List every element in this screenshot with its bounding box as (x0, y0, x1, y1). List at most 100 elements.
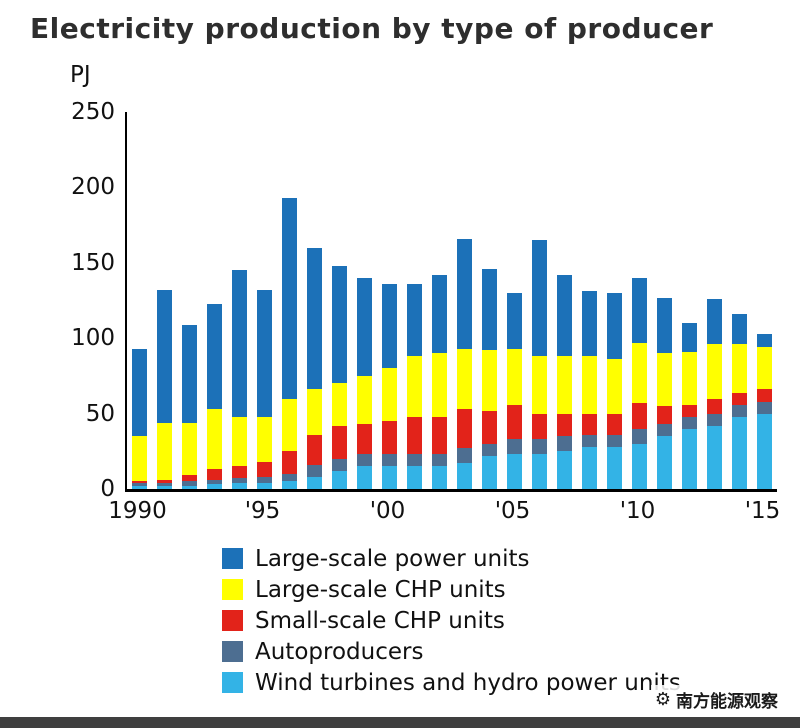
legend-item: Small-scale CHP units (222, 605, 681, 636)
bar-2005 (502, 112, 527, 489)
bar-1997 (302, 112, 327, 489)
bar-segment (582, 434, 597, 447)
bar-segment (432, 274, 447, 354)
bar-segment (157, 485, 172, 489)
legend-swatch (222, 641, 243, 662)
bar-2004 (477, 112, 502, 489)
bar-1991 (152, 112, 177, 489)
bar-segment (607, 434, 622, 447)
bar-segment (207, 303, 222, 410)
bar-2014 (727, 112, 752, 489)
bar-segment (457, 448, 472, 464)
bar-segment (282, 451, 297, 474)
bar-segment (582, 446, 597, 489)
bar-segment (207, 484, 222, 489)
bar-segment (482, 350, 497, 411)
bar-segment (232, 416, 247, 467)
bar-2003 (452, 112, 477, 489)
bar-segment (232, 466, 247, 479)
legend-label: Large-scale power units (255, 545, 530, 572)
bar-segment (157, 479, 172, 483)
bar-segment (182, 481, 197, 486)
bar-1999 (352, 112, 377, 489)
x-tick-label: '15 (744, 498, 781, 524)
bar-segment (582, 356, 597, 414)
bar-segment (757, 413, 772, 489)
bar-segment (657, 424, 672, 437)
bar-segment (732, 314, 747, 345)
bar-segment (432, 416, 447, 455)
bar-segment (757, 401, 772, 414)
bar-2002 (427, 112, 452, 489)
bar-segment (732, 404, 747, 417)
bar-segment (707, 398, 722, 414)
bar-segment (607, 446, 622, 489)
bar-segment (132, 485, 147, 489)
bar-segment (507, 292, 522, 349)
bar-2007 (552, 112, 577, 489)
bar-segment (557, 356, 572, 414)
x-tick-label: '00 (369, 498, 406, 524)
bar-segment (357, 466, 372, 489)
bar-segment (282, 197, 297, 399)
bar-segment (532, 240, 547, 357)
bar-segment (282, 481, 297, 489)
bar-2009 (602, 112, 627, 489)
bar-segment (507, 454, 522, 489)
bar-segment (307, 389, 322, 435)
bar-segment (382, 283, 397, 369)
bar-segment (407, 416, 422, 455)
chart-title: Electricity production by type of produc… (30, 12, 714, 45)
bar-segment (707, 425, 722, 489)
bar-segment (682, 351, 697, 405)
bar-segment (257, 461, 272, 477)
y-tick-label: 50 (85, 400, 115, 427)
y-axis-unit-label: PJ (70, 62, 91, 88)
bar-1996 (277, 112, 302, 489)
plot-area (125, 112, 777, 492)
bar-segment (507, 348, 522, 405)
bar-segment (407, 283, 422, 357)
bar-segment (682, 428, 697, 489)
watermark: ⚙ 南方能源观察 (650, 685, 782, 714)
bar-segment (707, 299, 722, 345)
bar-segment (657, 353, 672, 407)
bar-segment (282, 473, 297, 482)
y-tick-label: 250 (71, 99, 115, 125)
bar-segment (482, 443, 497, 456)
legend-label: Autoproducers (255, 638, 424, 665)
legend-label: Small-scale CHP units (255, 607, 505, 634)
bar-segment (457, 409, 472, 449)
bar-segment (632, 428, 647, 444)
bar-segment (332, 458, 347, 471)
bar-2010 (627, 112, 652, 489)
bar-segment (182, 324, 197, 423)
bar-segment (407, 356, 422, 417)
bar-segment (382, 421, 397, 455)
bar-segment (632, 342, 647, 404)
bar-segment (357, 277, 372, 376)
bar-segment (432, 466, 447, 489)
bar-segment (532, 413, 547, 440)
bar-segment (357, 454, 372, 467)
bar-segment (157, 422, 172, 480)
bar-segment (682, 323, 697, 352)
bar-segment (157, 289, 172, 423)
bar-segment (332, 425, 347, 459)
legend-swatch (222, 579, 243, 600)
bar-segment (382, 454, 397, 467)
x-tick-label: '05 (494, 498, 531, 524)
bar-2008 (577, 112, 602, 489)
bar-segment (257, 289, 272, 417)
x-tick-label: '10 (619, 498, 656, 524)
bar-segment (257, 476, 272, 483)
bar-segment (607, 292, 622, 360)
legend-label: Large-scale CHP units (255, 576, 506, 603)
bar-segment (657, 406, 672, 425)
bar-segment (532, 454, 547, 489)
bar-segment (157, 482, 172, 486)
bar-segment (132, 482, 147, 486)
bar-segment (732, 392, 747, 405)
bar-segment (482, 455, 497, 489)
legend: Large-scale power units Large-scale CHP u… (222, 543, 681, 698)
